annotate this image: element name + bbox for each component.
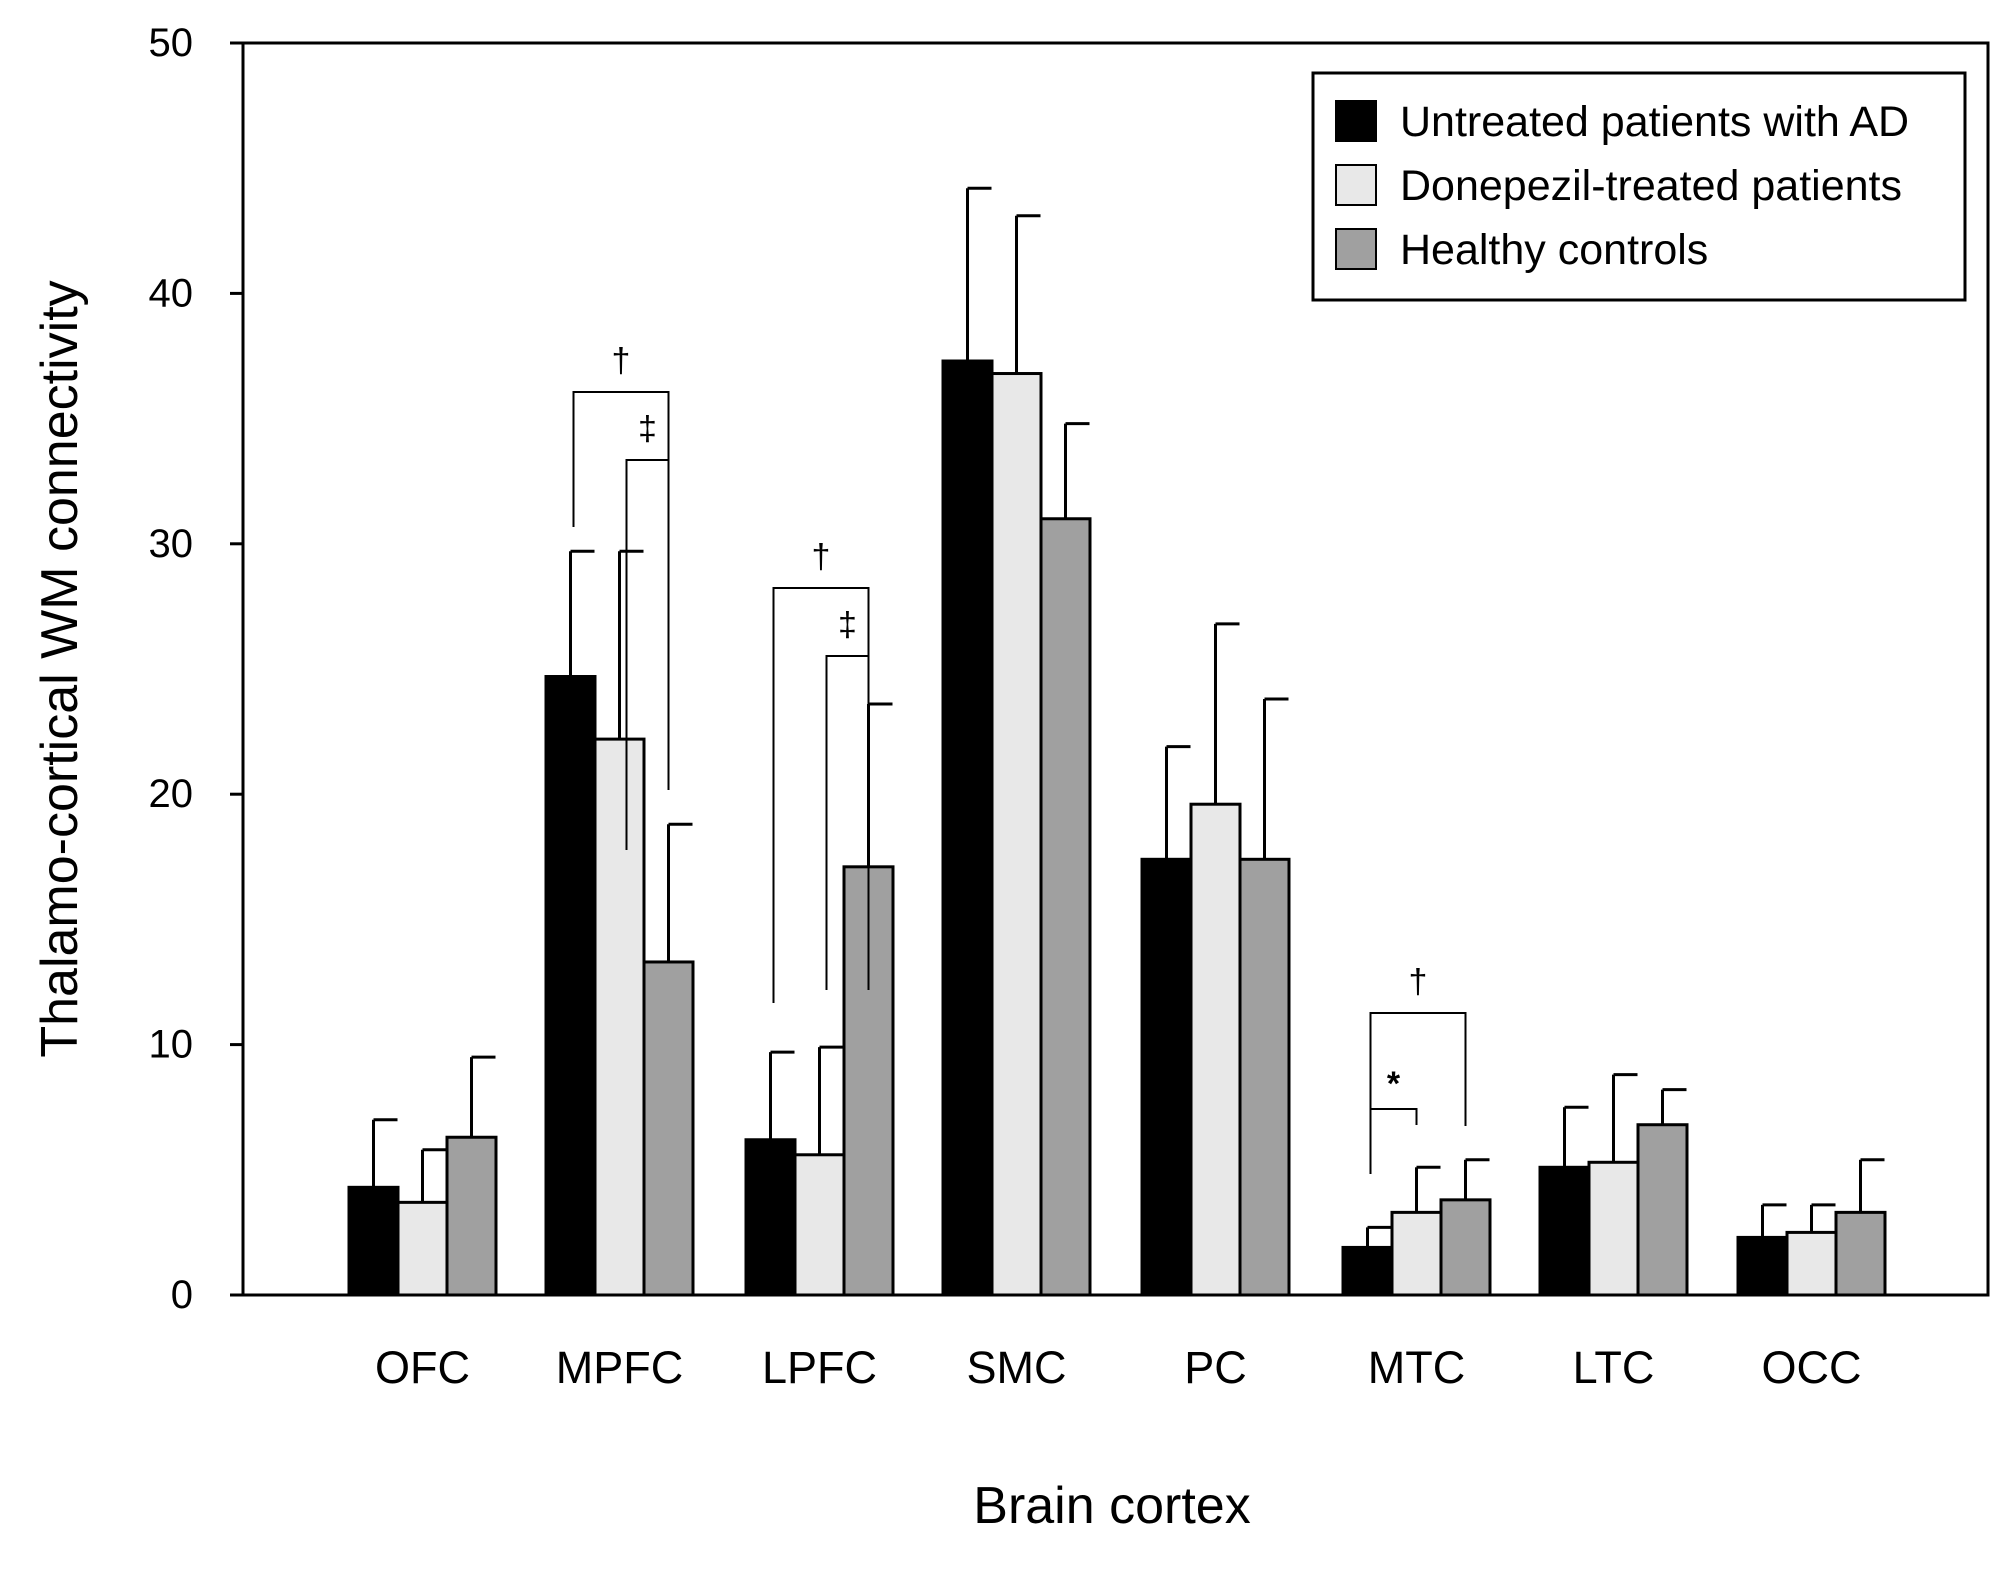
legend-swatch bbox=[1335, 164, 1377, 206]
bar-mtc-series-1 bbox=[1390, 1210, 1443, 1297]
bar-lpfc-series-0 bbox=[744, 1138, 797, 1297]
bar-ltc-series-1 bbox=[1587, 1160, 1640, 1297]
legend-label: Healthy controls bbox=[1400, 226, 1708, 274]
x-tick-label: OCC bbox=[1762, 1342, 1862, 1393]
bar-ltc-series-2 bbox=[1636, 1123, 1689, 1297]
bar-pc-series-0 bbox=[1140, 857, 1193, 1297]
significance-symbol: ‡ bbox=[838, 606, 857, 644]
y-tick-label: 10 bbox=[149, 1023, 194, 1067]
legend-label: Donepezil-treated patients bbox=[1400, 162, 1902, 210]
significance-symbol: ‡ bbox=[638, 410, 657, 448]
x-tick-label: SMC bbox=[967, 1342, 1067, 1393]
x-tick-label: LTC bbox=[1573, 1342, 1655, 1393]
bar-mtc-series-0 bbox=[1341, 1245, 1394, 1297]
bar-ofc-series-1 bbox=[396, 1200, 449, 1297]
x-tick-label: MTC bbox=[1368, 1342, 1465, 1393]
bar-lpfc-series-1 bbox=[793, 1153, 846, 1297]
y-axis-ticks: 0 10 20 30 40 50 bbox=[149, 21, 243, 1317]
bar-mtc-series-2 bbox=[1439, 1198, 1492, 1297]
significance-bracket bbox=[625, 459, 670, 850]
plot-frame bbox=[241, 41, 1990, 1297]
bar-ofc-series-2 bbox=[445, 1135, 498, 1297]
significance-symbol: † bbox=[812, 538, 831, 576]
significance-bracket bbox=[825, 655, 870, 990]
y-axis-title: Thalamo-cortical WM connectivity bbox=[31, 280, 89, 1057]
significance-symbol: † bbox=[1409, 963, 1428, 1001]
x-tick-label: OFC bbox=[375, 1342, 470, 1393]
bars bbox=[347, 359, 1887, 1297]
significance-symbol: * bbox=[1387, 1065, 1401, 1103]
y-tick-label: 50 bbox=[149, 21, 194, 65]
bar-ltc-series-0 bbox=[1538, 1165, 1591, 1297]
y-tick-label: 30 bbox=[149, 522, 194, 566]
bar-smc-series-0 bbox=[941, 359, 994, 1297]
bar-mpfc-series-2 bbox=[642, 960, 695, 1297]
bar-mpfc-series-1 bbox=[593, 737, 646, 1297]
bar-smc-series-1 bbox=[990, 372, 1043, 1297]
legend-swatch bbox=[1335, 228, 1377, 270]
bar-ofc-series-0 bbox=[347, 1185, 400, 1297]
x-axis-title: Brain cortex bbox=[973, 1477, 1250, 1535]
bar-occ-series-2 bbox=[1834, 1210, 1887, 1297]
significance-bracket bbox=[1369, 1012, 1467, 1174]
bar-pc-series-2 bbox=[1238, 857, 1291, 1297]
y-tick-label: 20 bbox=[149, 772, 194, 816]
legend-label: Untreated patients with AD bbox=[1400, 98, 1909, 146]
x-tick-label: MPFC bbox=[556, 1342, 684, 1393]
significance-bracket bbox=[1369, 1108, 1418, 1161]
x-tick-label: PC bbox=[1184, 1342, 1247, 1393]
x-tick-label: LPFC bbox=[762, 1342, 877, 1393]
bar-occ-series-1 bbox=[1785, 1230, 1838, 1297]
bar-smc-series-2 bbox=[1039, 517, 1092, 1297]
significance-brackets: †‡†‡†* bbox=[572, 342, 1467, 1174]
y-tick-label: 0 bbox=[171, 1273, 193, 1317]
bar-mpfc-series-0 bbox=[544, 675, 597, 1297]
bar-occ-series-0 bbox=[1736, 1235, 1789, 1297]
bar-pc-series-1 bbox=[1189, 802, 1242, 1297]
legend-frame bbox=[1311, 71, 1967, 302]
legend-swatch bbox=[1335, 100, 1377, 142]
y-tick-label: 40 bbox=[149, 271, 194, 315]
error-bars bbox=[372, 186, 1885, 1248]
significance-symbol: † bbox=[612, 342, 631, 380]
x-axis-labels: OFC MPFC LPFC SMC PC MTC LTC OCC bbox=[375, 1342, 1862, 1393]
legend: Untreated patients with AD Donepezil-trea… bbox=[1311, 71, 1967, 302]
